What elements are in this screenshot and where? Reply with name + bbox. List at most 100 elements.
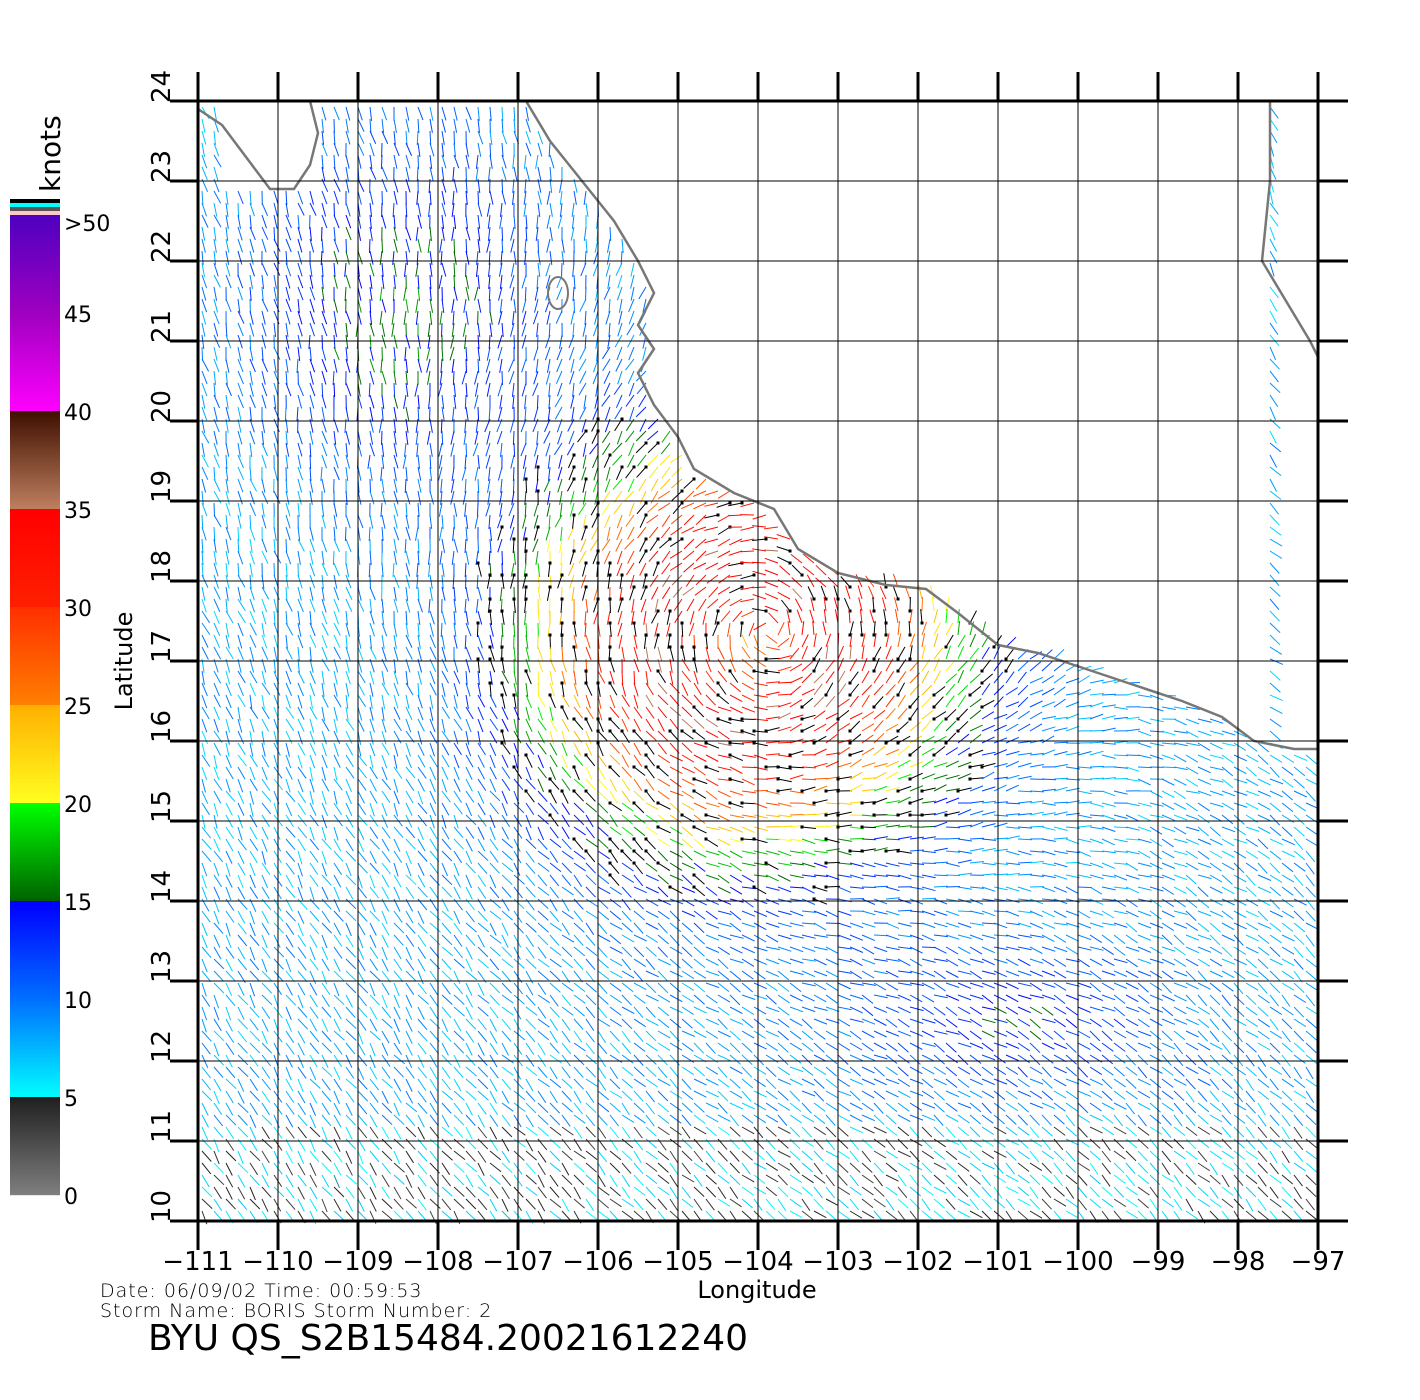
- wind-vector: [669, 754, 683, 762]
- wind-vector: [309, 562, 316, 577]
- wind-vector: [693, 910, 706, 920]
- wind-vector: [861, 1018, 876, 1025]
- rain-flag-marker: [584, 681, 588, 685]
- wind-vector: [453, 814, 459, 829]
- wind-vector: [441, 1006, 452, 1019]
- wind-vector: [1005, 760, 1020, 768]
- wind-vector: [532, 538, 539, 553]
- wind-vector: [993, 696, 1004, 708]
- wind-vector: [357, 802, 367, 815]
- wind-vector: [669, 766, 683, 775]
- wind-vector: [297, 502, 300, 517]
- wind-vector: [321, 766, 327, 781]
- wind-vector: [765, 802, 780, 806]
- wind-vector: [321, 142, 328, 157]
- wind-vector: [897, 721, 909, 732]
- rain-flag-marker: [524, 789, 528, 793]
- wind-vector: [693, 1018, 706, 1029]
- wind-vector: [201, 694, 208, 709]
- wind-vector: [544, 346, 551, 361]
- wind-vector: [609, 790, 618, 804]
- wind-vector: [225, 490, 230, 505]
- wind-vector: [629, 586, 635, 601]
- wind-vector: [837, 982, 851, 990]
- wind-vector: [933, 982, 946, 992]
- wind-vector: [321, 922, 333, 934]
- wind-vector: [885, 671, 895, 684]
- wind-vector: [597, 970, 610, 980]
- wind-vector: [345, 778, 352, 793]
- rain-flag-marker: [812, 657, 816, 661]
- wind-vector: [429, 586, 433, 601]
- wind-vector: [669, 550, 683, 559]
- wind-vector: [849, 784, 863, 792]
- wind-vector: [1065, 982, 1080, 987]
- wind-vector: [393, 154, 398, 169]
- wind-vector: [637, 454, 647, 467]
- wind-vector: [453, 622, 457, 637]
- wind-vector: [580, 538, 587, 553]
- wind-vector: [573, 970, 583, 983]
- wind-vector: [849, 683, 860, 696]
- wind-vector: [801, 661, 813, 672]
- wind-vector: [1137, 886, 1152, 891]
- wind-vector: [369, 682, 374, 697]
- wind-vector: [1245, 910, 1259, 918]
- wind-vector: [1101, 693, 1117, 696]
- wind-vector: [933, 686, 946, 696]
- wind-vector: [549, 862, 562, 872]
- wind-vector: [561, 982, 574, 992]
- wind-vector: [321, 334, 323, 350]
- rain-flag-marker: [560, 705, 564, 709]
- wind-vector: [1077, 778, 1093, 781]
- rain-flag-marker: [572, 645, 576, 649]
- wind-vector: [237, 646, 244, 661]
- wind-vector: [321, 598, 327, 613]
- wind-vector: [379, 286, 383, 301]
- wind-vector: [933, 934, 948, 938]
- wind-vector: [297, 766, 307, 779]
- wind-vector: [429, 298, 434, 313]
- wind-vector: [213, 358, 220, 373]
- wind-vector: [532, 382, 539, 397]
- wind-vector: [753, 886, 767, 895]
- wind-vector: [321, 910, 331, 923]
- wind-vector: [693, 982, 706, 993]
- wind-vector: [333, 790, 338, 805]
- wind-vector: [549, 934, 560, 946]
- wind-vector: [405, 334, 411, 349]
- wind-vector: [273, 610, 276, 626]
- wind-vector: [345, 106, 351, 121]
- wind-vector: [849, 771, 863, 780]
- wind-vector: [1185, 922, 1199, 932]
- wind-vector: [1137, 718, 1152, 725]
- wind-vector: [1053, 946, 1068, 953]
- wind-vector: [825, 946, 839, 954]
- wind-vector: [403, 394, 407, 409]
- wind-vector: [225, 766, 234, 780]
- wind-vector: [465, 118, 471, 133]
- wind-vector: [369, 586, 376, 601]
- wind-vector: [486, 574, 491, 589]
- wind-vector: [559, 202, 563, 217]
- wind-vector: [861, 994, 874, 1004]
- wind-vector: [577, 430, 587, 443]
- wind-vector: [453, 874, 461, 888]
- wind-vector: [717, 874, 730, 884]
- wind-vector: [489, 610, 493, 625]
- wind-vector: [777, 934, 792, 940]
- wind-vector: [429, 622, 434, 637]
- wind-vector: [945, 811, 960, 816]
- wind-vector: [309, 994, 318, 1008]
- wind-vector: [332, 370, 335, 386]
- wind-vector: [1125, 850, 1140, 855]
- wind-vector: [657, 934, 670, 945]
- wind-vector: [609, 670, 615, 685]
- wind-vector: [561, 682, 565, 697]
- wind-vector: [249, 382, 254, 397]
- wind-vector: [681, 682, 689, 696]
- wind-vector: [1197, 742, 1211, 751]
- wind-vector: [273, 190, 279, 205]
- wind-vector: [969, 777, 984, 780]
- wind-vector: [297, 742, 306, 756]
